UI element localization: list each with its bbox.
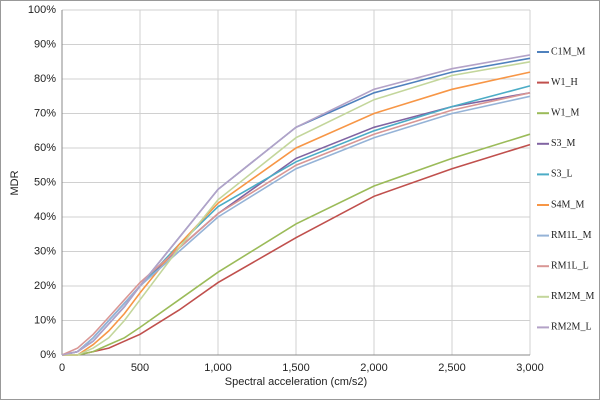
legend-label: S3_M [551, 138, 576, 149]
y-tick-label: 30% [34, 245, 56, 257]
y-tick-label: 60% [34, 142, 56, 154]
legend-label: C1M_M [551, 46, 586, 57]
y-tick-label: 40% [34, 211, 56, 223]
x-tick-label: 500 [131, 362, 149, 374]
x-tick-label: 1,500 [282, 362, 310, 374]
x-axis-label: Spectral acceleration (cm/s2) [225, 376, 367, 388]
y-tick-label: 20% [34, 280, 56, 292]
y-tick-label: 70% [34, 107, 56, 119]
y-tick-label: 100% [28, 4, 56, 16]
legend-label: RM1L_M [551, 230, 592, 241]
legend: C1M_M W1_H W1_M S3_M S3_L S4M_M RM1L_M RM1L_L RM… [537, 46, 594, 333]
legend-label: W1_H [551, 77, 578, 88]
legend-label: RM2M_M [551, 291, 594, 302]
legend-label: W1_M [551, 107, 579, 118]
series-line [61, 95, 531, 356]
series-line [62, 61, 531, 356]
x-tick-label: 0 [59, 362, 65, 374]
x-tick-label: 2,000 [360, 362, 388, 374]
y-axis-label: MDR [9, 170, 21, 195]
legend-label: S3_L [551, 169, 573, 180]
y-tick-label: 10% [34, 314, 56, 326]
series-line [62, 133, 531, 356]
y-tick-label: 90% [34, 38, 56, 50]
y-tick-label: 80% [34, 73, 56, 85]
x-tick-label: 1,000 [204, 362, 232, 374]
legend-label: S4M_M [551, 199, 584, 210]
legend-label: RM2M_L [551, 322, 592, 333]
y-tick-label: 50% [34, 176, 56, 188]
y-tick-label: 0% [40, 349, 56, 361]
x-tick-label: 3,000 [516, 362, 544, 374]
series-line [61, 54, 531, 356]
series-line [61, 92, 531, 356]
legend-label: RM1L_L [551, 260, 589, 271]
x-tick-label: 2,500 [438, 362, 466, 374]
